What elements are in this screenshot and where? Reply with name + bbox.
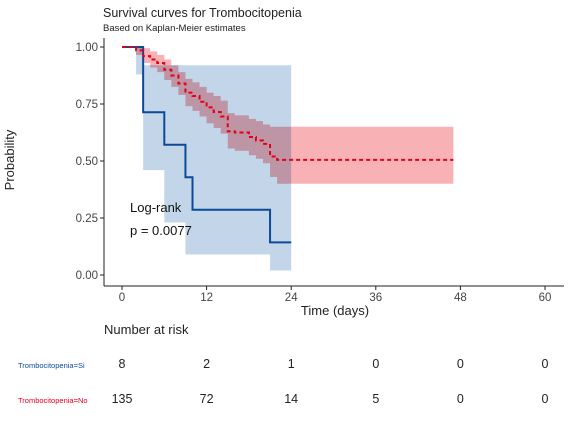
risk-label-no: Trombocitopenia=No (18, 396, 88, 405)
risk-count: 1 (287, 357, 295, 371)
chart-title: Survival curves for Trombocitopenia (103, 6, 302, 20)
y-tick-label: 0.50 (76, 156, 98, 168)
ci-band-si (122, 47, 292, 271)
y-tick-label: 1.00 (76, 42, 98, 54)
curve-no (122, 46, 454, 161)
risk-row-si: Trombocitopenia=Si 8 2 1 0 0 0 (0, 357, 569, 377)
x-tick-label: 60 (539, 292, 552, 304)
risk-count: 8 (118, 357, 126, 371)
tick-labels: 0.00 0.25 0.50 0.75 1.00 0 12 24 36 48 60 (76, 42, 552, 304)
risk-count: 0 (541, 357, 549, 371)
ci-band-no (122, 47, 454, 184)
confidence-bands (122, 47, 454, 271)
risk-table-title: Number at risk (104, 322, 189, 337)
chart-subtitle: Based on Kaplan-Meier estimates (103, 23, 246, 34)
x-tick-label: 0 (119, 292, 125, 304)
risk-count: 135 (111, 392, 133, 406)
risk-label-si: Trombocitopenia=Si (18, 361, 85, 370)
survival-curves (122, 46, 454, 244)
risk-count: 72 (199, 392, 214, 406)
x-tick-label: 12 (200, 292, 213, 304)
y-axis-label: Probability (2, 129, 17, 190)
y-tick-label: 0.00 (76, 270, 98, 282)
risk-count: 2 (203, 357, 211, 371)
logrank-label: Log-rank (130, 200, 182, 215)
y-tick-label: 0.25 (76, 213, 98, 225)
x-tick-label: 36 (369, 292, 382, 304)
risk-count: 0 (456, 392, 464, 406)
risk-count: 0 (456, 357, 464, 371)
risk-count: 5 (372, 392, 380, 406)
x-tick-label: 48 (454, 292, 467, 304)
x-axis-label: Time (days) (301, 303, 369, 318)
pvalue-label: p = 0.0077 (130, 223, 192, 238)
risk-row-no: Trombocitopenia=No 135 72 14 5 0 0 (0, 392, 569, 412)
risk-count: 0 (541, 392, 549, 406)
risk-count: 0 (372, 357, 380, 371)
chart-axes (103, 38, 564, 287)
curve-si (122, 46, 292, 244)
risk-count: 14 (284, 392, 299, 406)
x-tick-label: 24 (285, 292, 298, 304)
y-tick-label: 0.75 (76, 99, 98, 111)
